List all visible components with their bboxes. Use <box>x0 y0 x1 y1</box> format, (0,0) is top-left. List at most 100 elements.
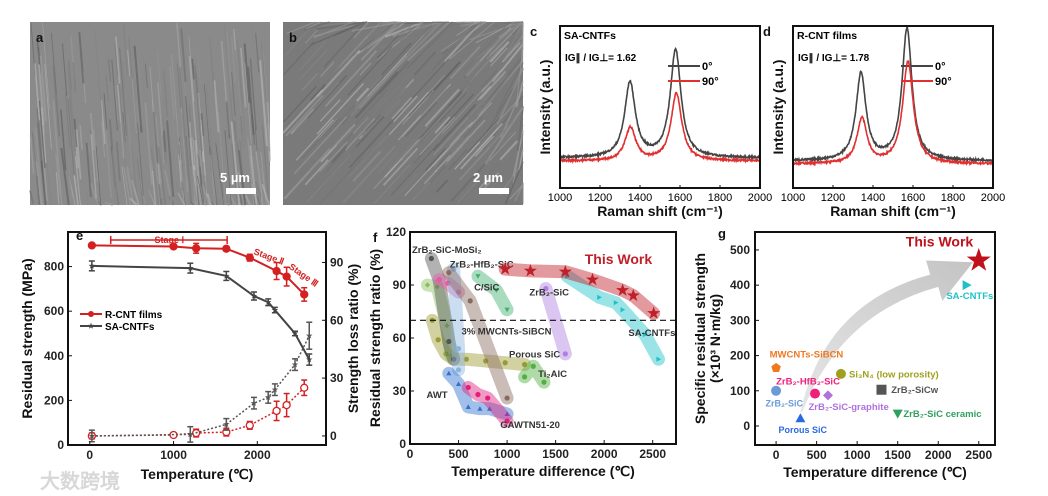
sem-texture <box>348 109 403 169</box>
sem-texture <box>311 60 358 111</box>
x-tick-label: 2000 <box>748 192 772 204</box>
sem-texture <box>283 41 315 76</box>
sem-texture <box>319 99 341 122</box>
y-axis-label: Intensity (a.u.) <box>537 60 553 155</box>
sem-texture <box>319 141 348 173</box>
sem-texture <box>396 21 434 39</box>
y-tick-label: 100 <box>730 384 750 398</box>
sem-texture <box>448 21 495 60</box>
data-point <box>455 367 462 373</box>
sem-texture <box>378 60 410 95</box>
x-tick-label: 1500 <box>884 448 911 462</box>
data-point <box>264 393 272 401</box>
sem-texture <box>259 60 269 147</box>
sem-texture <box>123 167 132 206</box>
spectrum-0deg <box>559 46 761 161</box>
sem-texture <box>255 151 264 206</box>
data-point <box>795 413 806 423</box>
sem-texture <box>60 147 70 206</box>
sem-texture <box>90 134 97 199</box>
data-point <box>530 363 536 369</box>
sem-texture <box>402 89 435 125</box>
y-tick-label: 600 <box>44 304 64 318</box>
sem-texture <box>333 21 367 37</box>
data-point <box>620 307 626 313</box>
sem-texture <box>67 98 75 176</box>
sem-texture <box>115 141 121 182</box>
sem-texture <box>503 21 524 25</box>
y-axis-label: Specific residual strength <box>692 253 708 424</box>
sem-texture <box>352 150 382 182</box>
x-axis-label: Raman shift (cm⁻¹) <box>597 203 723 219</box>
sem-texture <box>101 121 106 158</box>
sem-texture <box>383 97 402 118</box>
sem-texture <box>137 122 144 196</box>
series-band <box>424 252 461 366</box>
data-point <box>771 362 781 372</box>
sem-texture <box>475 21 516 44</box>
sem-texture <box>403 58 450 109</box>
sem-texture <box>133 188 140 206</box>
sem-texture <box>295 119 334 161</box>
sem-background <box>30 22 270 205</box>
sem-texture <box>181 114 189 178</box>
sem-texture <box>188 36 195 102</box>
data-point <box>434 284 440 290</box>
data-point <box>455 289 462 295</box>
data-point <box>446 370 452 376</box>
sem-texture <box>489 41 510 63</box>
sem-texture <box>498 21 524 39</box>
sem-texture <box>437 99 477 142</box>
sem-texture <box>482 70 503 94</box>
y-tick-label: 800 <box>44 260 64 274</box>
x-tick-label: 1000 <box>494 447 521 461</box>
panel-label: f <box>373 230 378 245</box>
sem-texture <box>114 42 118 77</box>
sem-texture <box>260 40 269 125</box>
sem-texture <box>460 21 487 27</box>
x-tick-label: 1000 <box>781 192 805 204</box>
x-tick-label: 2000 <box>244 448 271 462</box>
sem-texture <box>184 135 193 204</box>
sem-texture <box>225 101 231 139</box>
sem-texture <box>166 120 175 198</box>
data-point <box>271 306 279 313</box>
sem-texture <box>220 173 224 198</box>
sem-texture <box>413 145 430 165</box>
sem-texture <box>150 147 160 206</box>
sem-texture <box>162 70 169 117</box>
sem-texture <box>335 125 374 168</box>
sem-texture <box>316 82 365 135</box>
data-point <box>771 385 782 396</box>
axes-frame <box>559 25 761 189</box>
series-label: Ti₂AlC <box>538 369 567 380</box>
sem-texture <box>60 109 67 171</box>
sem-texture <box>391 96 413 120</box>
sem-texture <box>247 66 255 135</box>
legend-label: 90° <box>935 76 952 88</box>
sem-texture <box>127 50 131 77</box>
data-point <box>245 421 254 430</box>
sem-texture <box>305 154 351 204</box>
sem-texture <box>73 175 79 206</box>
legend-label: R-CNT films <box>105 310 163 321</box>
sem-texture <box>311 38 367 99</box>
data-point <box>876 384 887 395</box>
sem-texture <box>356 87 370 102</box>
sem-texture <box>55 172 60 204</box>
sem-texture <box>360 25 388 55</box>
data-point <box>88 262 96 269</box>
sem-texture <box>357 95 387 128</box>
scale-bar <box>479 188 509 194</box>
sem-texture <box>145 203 148 206</box>
sem-texture <box>390 143 439 196</box>
sem-texture <box>309 21 365 46</box>
data-point <box>291 330 299 337</box>
series-label: This Work <box>585 251 653 267</box>
sem-texture <box>480 55 524 110</box>
data-point <box>485 395 491 401</box>
sem-texture <box>42 22 50 110</box>
x-tick-label: 0 <box>86 448 93 462</box>
sem-texture <box>126 166 134 206</box>
sem-texture <box>97 201 102 206</box>
